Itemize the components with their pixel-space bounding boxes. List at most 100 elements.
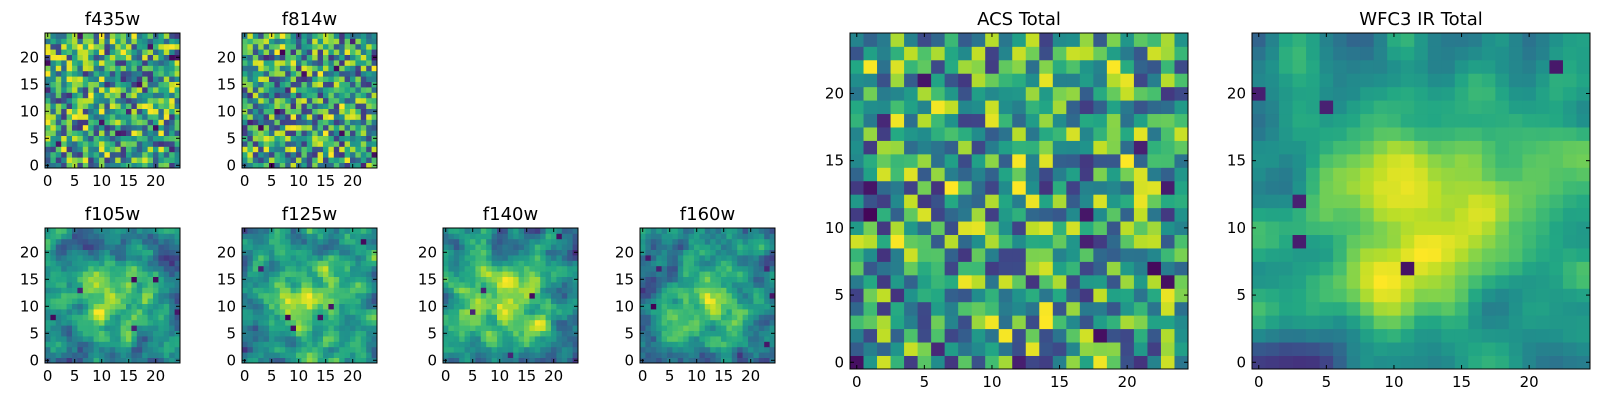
heatmap-cell <box>285 336 291 342</box>
heatmap-cell <box>726 314 733 321</box>
heatmap-cell <box>683 346 689 353</box>
heatmap-cell <box>306 249 313 256</box>
heatmap-cell <box>99 325 105 331</box>
heatmap-cell <box>88 346 94 353</box>
heatmap-cell <box>769 238 776 245</box>
heatmap-cell <box>333 65 340 72</box>
heatmap-cell <box>136 135 143 142</box>
heatmap-cell <box>497 255 503 261</box>
heatmap-cell <box>333 54 340 61</box>
heatmap-cell <box>459 325 465 331</box>
heatmap-cell <box>333 70 340 77</box>
heatmap-cell <box>748 265 754 272</box>
heatmap-cell <box>640 346 646 353</box>
heatmap-cell <box>758 244 765 250</box>
heatmap-cell <box>174 309 181 315</box>
heatmap-cell <box>497 265 503 272</box>
heatmap-cell <box>66 141 73 147</box>
heatmap-cell <box>88 114 94 120</box>
heatmap-cell <box>290 357 297 364</box>
heatmap-cell <box>1052 73 1067 88</box>
heatmap-cell <box>88 244 94 250</box>
heatmap-cell <box>72 130 78 136</box>
heatmap-cell <box>147 325 154 331</box>
heatmap-cell <box>556 260 563 267</box>
heatmap-cell <box>764 341 770 348</box>
heatmap-cell <box>1147 59 1162 74</box>
heatmap-cell <box>1279 180 1293 195</box>
heatmap-cell <box>306 271 313 277</box>
heatmap-cell <box>366 287 372 294</box>
heatmap-cell <box>339 54 345 61</box>
heatmap-cell <box>360 114 367 120</box>
heatmap-cell <box>344 238 351 245</box>
heatmap-cell <box>88 238 94 245</box>
heatmap-cell <box>661 233 668 240</box>
heatmap-cell <box>169 282 175 288</box>
heatmap-cell <box>169 287 175 294</box>
heatmap-cell <box>247 346 254 353</box>
heatmap-cell <box>263 70 270 77</box>
heatmap-cell <box>163 130 170 136</box>
heatmap-cell <box>480 303 487 310</box>
heatmap-cell <box>158 33 165 39</box>
heatmap-cell <box>1106 167 1121 182</box>
heatmap-cell <box>290 135 297 142</box>
heatmap-cell <box>502 282 509 288</box>
heatmap-cell <box>694 276 700 283</box>
heatmap-cell <box>1174 127 1189 141</box>
heatmap-cell <box>480 244 487 250</box>
heatmap-cell <box>448 292 455 299</box>
heatmap-cell <box>274 141 281 147</box>
heatmap-cell <box>360 65 367 72</box>
heatmap-cell <box>769 287 776 294</box>
heatmap-cell <box>742 314 749 321</box>
heatmap-cell <box>904 194 918 209</box>
heatmap-cell <box>513 330 519 337</box>
heatmap-cell <box>683 303 689 310</box>
heatmap-cell <box>742 271 749 277</box>
heatmap-cell <box>88 146 94 153</box>
heatmap-cell <box>1414 167 1429 182</box>
heatmap-cell <box>147 341 154 348</box>
heatmap-cell <box>1025 221 1040 235</box>
heatmap-cell <box>1093 248 1108 262</box>
heatmap-cell <box>1039 221 1054 235</box>
heatmap-cell <box>258 276 264 283</box>
heatmap-cell <box>371 38 378 45</box>
heatmap-cell <box>350 70 356 77</box>
heatmap-cell <box>551 249 557 256</box>
heatmap-cell <box>252 330 259 337</box>
heatmap-cell <box>890 167 905 182</box>
heatmap-cell <box>50 357 57 364</box>
heatmap-cell <box>126 157 132 163</box>
heatmap-cell <box>1414 355 1429 370</box>
x-tick-label: 0 <box>43 367 53 385</box>
heatmap-cell <box>339 276 345 283</box>
heatmap-cell <box>99 303 105 310</box>
heatmap-cell <box>72 336 78 342</box>
heatmap-cell <box>50 114 57 120</box>
heatmap-cell <box>252 238 259 245</box>
heatmap-cell <box>115 108 121 115</box>
heatmap-cell <box>904 355 918 370</box>
heatmap-cell <box>561 292 568 299</box>
heatmap-cell <box>742 346 749 353</box>
heatmap-cell <box>174 76 181 82</box>
heatmap-cell <box>158 352 165 358</box>
heatmap-cell <box>688 228 695 234</box>
heatmap-cell <box>890 301 905 316</box>
heatmap-cell <box>1106 315 1121 330</box>
heatmap-cell <box>545 244 552 250</box>
heatmap-cell <box>459 352 465 358</box>
heatmap-cell <box>99 287 105 294</box>
heatmap-cell <box>169 97 175 104</box>
heatmap-cell <box>459 341 465 348</box>
heatmap-cell <box>1292 153 1307 168</box>
heatmap-cell <box>55 314 62 321</box>
heatmap-cell <box>104 103 111 109</box>
heatmap-cell <box>366 260 372 267</box>
heatmap-cell <box>279 298 286 304</box>
heatmap-cell <box>247 103 254 109</box>
